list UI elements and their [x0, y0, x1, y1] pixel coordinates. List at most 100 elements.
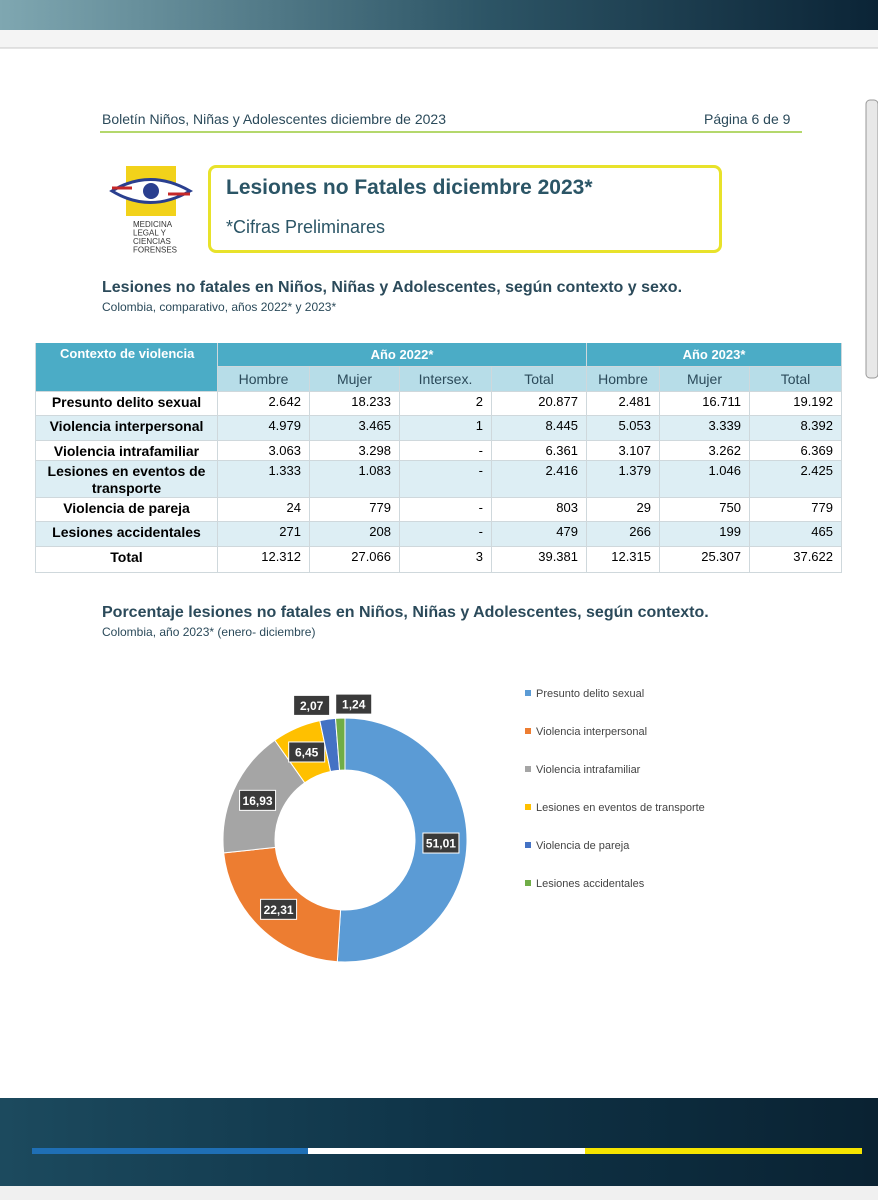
row-label: Lesiones en eventos de transporte — [35, 461, 218, 498]
table-cell: 3.262 — [660, 441, 750, 461]
logo-line: CIENCIAS — [133, 237, 171, 246]
legend-swatch — [525, 842, 531, 848]
legend-swatch — [525, 880, 531, 886]
top-strip — [0, 30, 878, 48]
table-cell: 803 — [492, 498, 587, 522]
table-cell: 1.379 — [587, 461, 660, 498]
table-title: Lesiones no fatales en Niños, Niñas y Ad… — [102, 279, 683, 296]
table-cell: - — [400, 461, 492, 498]
table-cell: 750 — [660, 498, 750, 522]
legend-swatch — [525, 766, 531, 772]
data-label: 1,24 — [342, 698, 366, 712]
table-cell: 2.642 — [218, 392, 310, 416]
table-cell: 12.312 — [218, 547, 310, 573]
table-cell: 3.298 — [310, 441, 400, 461]
table-cell: 271 — [218, 522, 310, 547]
table-column-header: Mujer — [660, 367, 750, 392]
table-cell: 4.979 — [218, 416, 310, 441]
row-label: Violencia intrafamiliar — [35, 441, 218, 461]
table-cell: - — [400, 498, 492, 522]
table-cell: 1.333 — [218, 461, 310, 498]
table-cell: 6.369 — [750, 441, 842, 461]
data-label-box — [239, 789, 277, 811]
table-column-header: Total — [750, 367, 842, 392]
data-label: 51,01 — [426, 837, 456, 851]
table-cell: 12.315 — [587, 547, 660, 573]
legend-label: Lesiones accidentales — [536, 878, 645, 890]
table-cell: 29 — [587, 498, 660, 522]
table-column-header: Intersex. — [400, 367, 492, 392]
table-cell: 8.445 — [492, 416, 587, 441]
table-cell: 1 — [400, 416, 492, 441]
header-title: Boletín Niños, Niñas y Adolescentes dici… — [102, 111, 446, 127]
table-cell: 19.192 — [750, 392, 842, 416]
data-label-box — [422, 832, 460, 854]
data-label: 16,93 — [243, 794, 273, 808]
table-cell: 2.416 — [492, 461, 587, 498]
top-banner — [0, 0, 878, 30]
table-subtitle: Colombia, comparativo, años 2022* y 2023… — [102, 300, 337, 314]
legend-label: Presunto delito sexual — [536, 688, 644, 700]
table-cell: 5.053 — [587, 416, 660, 441]
bottom-stripe — [585, 1148, 862, 1154]
chart-title: Porcentaje lesiones no fatales en Niños,… — [102, 604, 709, 621]
table-cell: 465 — [750, 522, 842, 547]
table-cell: 3 — [400, 547, 492, 573]
table-cell: 3.339 — [660, 416, 750, 441]
row-label: Violencia de pareja — [35, 498, 218, 522]
row-label: Presunto delito sexual — [35, 392, 218, 416]
page-number: Página 6 de 9 — [704, 111, 791, 127]
data-label: 2,07 — [300, 699, 324, 713]
table-cell: 8.392 — [750, 416, 842, 441]
table-cell: 3.465 — [310, 416, 400, 441]
bottom-stripe — [32, 1148, 308, 1154]
table-cell: 18.233 — [310, 392, 400, 416]
table-cell: 6.361 — [492, 441, 587, 461]
table-cell: 479 — [492, 522, 587, 547]
banner-subtitle: *Cifras Preliminares — [226, 217, 386, 237]
data-label-box — [260, 898, 298, 920]
bottom-strip — [0, 1186, 878, 1200]
table-cell: - — [400, 522, 492, 547]
table-cell: 266 — [587, 522, 660, 547]
table-cell: 27.066 — [310, 547, 400, 573]
data-label: 22,31 — [264, 903, 294, 917]
bottom-banner — [0, 1098, 878, 1186]
table-cell: 20.877 — [492, 392, 587, 416]
table-cell: 779 — [310, 498, 400, 522]
table-cell: 3.063 — [218, 441, 310, 461]
data-label-box — [293, 694, 331, 716]
legend-label: Violencia de pareja — [536, 840, 630, 852]
table-cell: 25.307 — [660, 547, 750, 573]
table-cell: 3.107 — [587, 441, 660, 461]
table-column-header: Hombre — [218, 367, 310, 392]
logo-line: LEGAL Y — [133, 229, 167, 238]
table-group-header: Contexto de violencia — [35, 343, 218, 392]
bottom-stripe — [308, 1148, 585, 1154]
legend-swatch — [525, 728, 531, 734]
row-label: Total — [35, 547, 218, 573]
legend-label: Lesiones en eventos de transporte — [536, 802, 705, 814]
scroll-edge — [865, 99, 878, 379]
legend-swatch — [525, 690, 531, 696]
banner-box — [208, 165, 722, 253]
data-label-box — [335, 693, 373, 715]
table-cell: 39.381 — [492, 547, 587, 573]
row-label: Violencia interpersonal — [35, 416, 218, 441]
data-label-box — [288, 741, 326, 763]
table-column-header: Total — [492, 367, 587, 392]
table-cell: 2.425 — [750, 461, 842, 498]
table-cell: 1.046 — [660, 461, 750, 498]
table-cell: 199 — [660, 522, 750, 547]
table-cell: 2 — [400, 392, 492, 416]
logo — [109, 166, 194, 216]
legend-label: Violencia interpersonal — [536, 726, 647, 738]
table-cell: 37.622 — [750, 547, 842, 573]
table-cell: - — [400, 441, 492, 461]
table-cell: 16.711 — [660, 392, 750, 416]
logo-line: FORENSES — [133, 246, 177, 255]
legend-swatch — [525, 804, 531, 810]
